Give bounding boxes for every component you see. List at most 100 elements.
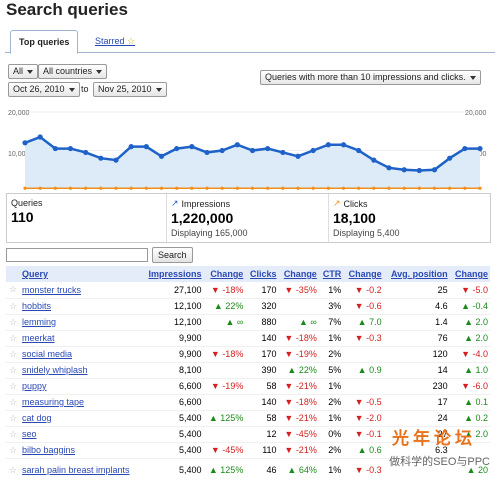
query-link[interactable]: puppy (20, 378, 142, 395)
impressions-point[interactable] (356, 147, 362, 154)
clicks-point[interactable] (432, 186, 437, 190)
impressions-point[interactable] (447, 155, 453, 161)
clicks-point[interactable] (448, 186, 452, 190)
query-link[interactable]: bilbo baggins (20, 442, 142, 459)
clicks-point[interactable] (114, 186, 118, 190)
impressions-point[interactable] (234, 142, 240, 148)
clicks-point[interactable] (266, 186, 270, 190)
impressions-point[interactable] (295, 153, 301, 159)
star-icon[interactable]: ☆ (6, 458, 20, 480)
clicks-point[interactable] (250, 186, 255, 190)
clicks-point[interactable] (326, 186, 330, 190)
clicks-point[interactable] (175, 186, 179, 190)
clicks-point[interactable] (53, 186, 57, 190)
impressions-point[interactable] (189, 144, 195, 150)
impressions-point[interactable] (249, 147, 256, 154)
impressions-point[interactable] (219, 147, 225, 154)
impressions-point[interactable] (37, 134, 43, 140)
tab-top-queries[interactable]: Top queries (10, 30, 79, 54)
impressions-point[interactable] (204, 149, 210, 156)
impressions-point[interactable] (477, 145, 483, 152)
impressions-point[interactable] (174, 145, 180, 152)
clicks-point[interactable] (190, 186, 194, 190)
clicks-point[interactable] (23, 186, 27, 190)
clicks-point[interactable] (478, 186, 482, 190)
column-header[interactable]: Change (278, 266, 319, 282)
search-button[interactable]: Search (152, 247, 193, 263)
impressions-point[interactable] (310, 147, 316, 154)
star-icon[interactable]: ☆ (6, 410, 20, 427)
impressions-point[interactable] (52, 145, 58, 152)
clicks-point[interactable] (281, 186, 285, 190)
query-link[interactable]: lemming (20, 314, 142, 331)
impressions-point[interactable] (325, 142, 331, 148)
impressions-point[interactable] (371, 157, 377, 163)
query-link[interactable]: meerkat (20, 330, 142, 347)
clicks-point[interactable] (220, 186, 224, 190)
query-link[interactable]: seo (20, 426, 142, 443)
clicks-point[interactable] (144, 186, 148, 190)
column-header[interactable]: Impressions (141, 266, 204, 282)
star-icon[interactable]: ☆ (6, 298, 20, 315)
column-header[interactable]: Change (343, 266, 384, 282)
clicks-point[interactable] (205, 186, 209, 190)
impressions-point[interactable] (386, 165, 392, 171)
impressions-point[interactable] (416, 167, 422, 174)
star-icon[interactable]: ☆ (6, 442, 20, 459)
query-link[interactable]: social media (20, 346, 142, 363)
query-link[interactable]: hobbits (20, 298, 142, 315)
impressions-point[interactable] (113, 157, 119, 163)
clicks-point[interactable] (84, 186, 88, 190)
clicks-point[interactable] (235, 186, 239, 190)
query-link[interactable]: measuring tape (20, 394, 142, 411)
clicks-point[interactable] (129, 186, 133, 190)
tab-starred[interactable]: Starred ☆ (87, 30, 143, 53)
threshold-dropdown[interactable]: Queries with more than 10 impressions an… (260, 70, 481, 85)
star-icon[interactable]: ☆ (6, 282, 20, 299)
type-filter-dropdown[interactable]: All (8, 64, 39, 79)
star-icon[interactable]: ☆ (6, 394, 20, 411)
star-icon[interactable]: ☆ (6, 378, 20, 395)
clicks-point[interactable] (417, 186, 421, 190)
star-icon[interactable]: ☆ (6, 346, 20, 363)
column-header[interactable]: Query (20, 266, 142, 282)
impressions-point[interactable] (280, 149, 286, 156)
clicks-point[interactable] (99, 186, 103, 190)
star-icon[interactable]: ☆ (6, 330, 20, 347)
clicks-point[interactable] (357, 186, 361, 190)
impressions-point[interactable] (431, 167, 438, 173)
country-filter-dropdown[interactable]: All countries (38, 64, 108, 79)
query-link[interactable]: cat dog (20, 410, 142, 427)
star-icon[interactable]: ☆ (6, 314, 20, 331)
query-link[interactable]: snidely whiplash (20, 362, 142, 379)
clicks-point[interactable] (372, 186, 376, 190)
clicks-point[interactable] (296, 186, 300, 190)
impressions-point[interactable] (67, 145, 74, 152)
impressions-point[interactable] (98, 155, 104, 161)
query-link[interactable]: monster trucks (20, 282, 142, 299)
star-icon[interactable]: ☆ (6, 426, 20, 443)
clicks-point[interactable] (311, 186, 315, 190)
clicks-point[interactable] (341, 186, 346, 190)
impressions-point[interactable] (22, 140, 28, 146)
column-header[interactable]: Change (203, 266, 246, 282)
impressions-point[interactable] (83, 149, 89, 156)
clicks-point[interactable] (387, 186, 391, 190)
impressions-point[interactable] (401, 167, 407, 173)
clicks-point[interactable] (68, 186, 73, 190)
impressions-point[interactable] (265, 145, 271, 152)
column-header[interactable]: Avg. position (383, 266, 450, 282)
clicks-point[interactable] (463, 186, 467, 190)
clicks-point[interactable] (38, 186, 42, 190)
clicks-point[interactable] (402, 186, 406, 190)
column-header[interactable]: Clicks (245, 266, 279, 282)
star-icon[interactable]: ☆ (6, 362, 20, 379)
impressions-point[interactable] (143, 144, 149, 150)
clicks-point[interactable] (159, 186, 164, 190)
impressions-point[interactable] (158, 153, 165, 159)
column-header[interactable]: Change (449, 266, 490, 282)
column-header[interactable]: CTR (318, 266, 344, 282)
impressions-point[interactable] (128, 144, 134, 150)
search-input[interactable] (6, 248, 148, 262)
date-from-dropdown[interactable]: Oct 26, 2010 (8, 82, 80, 97)
